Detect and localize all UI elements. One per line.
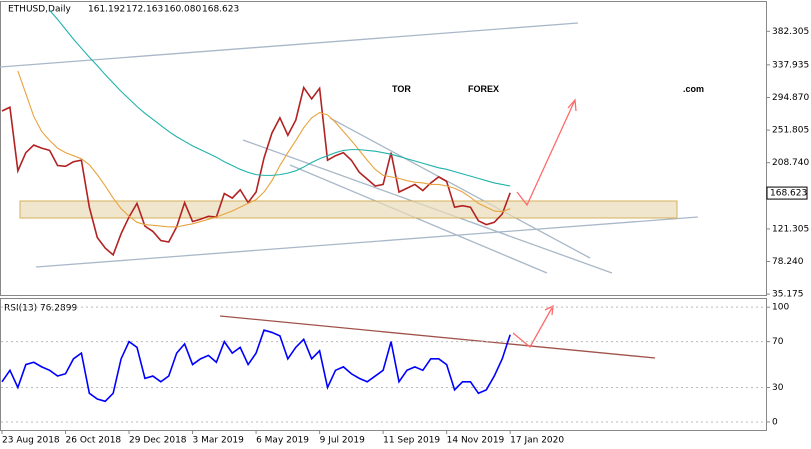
x-tick-label: 14 Nov 2019 — [447, 436, 505, 446]
y-tick-label: 251.805 — [772, 126, 809, 136]
last-price-box — [766, 186, 808, 200]
trend-line — [0, 22, 579, 68]
y-tick-label: 294.870 — [772, 93, 809, 103]
arrow — [512, 305, 554, 348]
arrow-head — [544, 304, 554, 316]
y-tick-label: 30 — [772, 383, 784, 393]
rsi-title: RSI(13) 76.2899 — [4, 304, 77, 314]
series-line — [1, 85, 511, 257]
x-tick-label: 9 Jul 2019 — [320, 436, 365, 446]
y-tick-label: 100 — [772, 303, 789, 313]
y-tick-label: 70 — [772, 337, 784, 347]
symbol-title: ETHUSD,Daily — [8, 5, 71, 15]
rsi-trend-line — [219, 315, 656, 359]
x-tick-label: 3 Mar 2019 — [193, 436, 245, 446]
main-panel — [0, 1, 767, 296]
forecast-arrows — [219, 98, 656, 359]
x-tick-label: 11 Sep 2019 — [383, 436, 440, 446]
x-tick-label: 23 Aug 2018 — [2, 436, 60, 446]
y-tick-label: 35.175 — [772, 290, 804, 300]
last-price-label: 168.623 — [770, 189, 807, 199]
x-tick-label: 17 Jan 2020 — [510, 436, 564, 446]
y-tick-label: 78.240 — [772, 257, 804, 267]
arrow — [516, 99, 576, 207]
y-tick-label: 382.305 — [772, 27, 809, 37]
x-tick-label: 29 Dec 2018 — [129, 436, 187, 446]
trend-line — [35, 216, 699, 268]
series-line — [49, 9, 511, 187]
logo-text: TOR — [392, 84, 411, 94]
y-tick-label: 0 — [772, 417, 778, 427]
logo-text: .com — [683, 84, 704, 94]
ohlc-value: 172.163 — [126, 5, 163, 15]
y-tick-label: 337.935 — [772, 60, 809, 70]
ohlc-value: 168.623 — [202, 5, 239, 15]
x-tick-label: 26 Oct 2018 — [66, 436, 122, 446]
series-line — [17, 70, 511, 228]
arrow-head — [567, 98, 577, 112]
y-tick-label: 208.740 — [772, 158, 809, 168]
x-tick-label: 6 May 2019 — [256, 436, 309, 446]
y-tick-label: 121.305 — [772, 224, 809, 234]
logo: TOR FOREX .com — [392, 84, 704, 94]
ohlc-value: 161.192 — [88, 5, 125, 15]
logo-text: FOREX — [468, 84, 499, 94]
trend-line — [289, 164, 548, 274]
support-zone — [19, 200, 678, 219]
ohlc: 161.192 172.163 160.080 168.623 — [88, 5, 239, 15]
ohlc-value: 160.080 — [164, 5, 201, 15]
trend-line — [329, 117, 591, 259]
series-line — [1, 329, 511, 403]
